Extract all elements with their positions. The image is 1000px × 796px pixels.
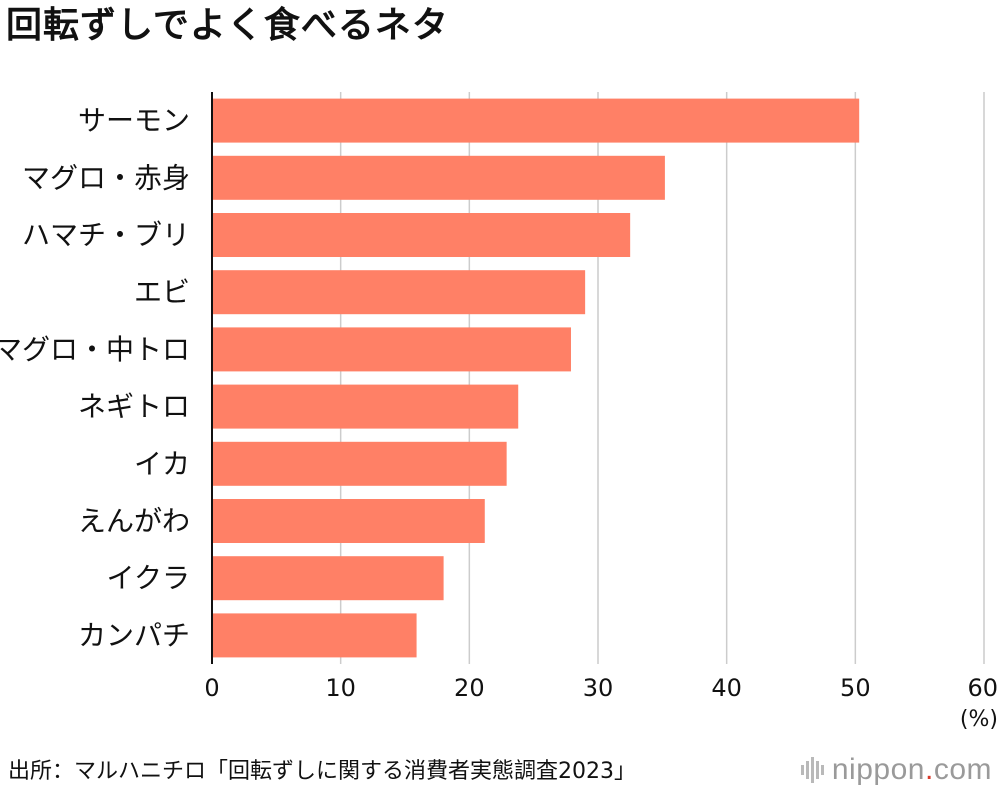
logo-text: nippon.com xyxy=(832,752,992,788)
logo-dot: . xyxy=(924,753,934,786)
bar-8 xyxy=(212,556,444,601)
bar-0 xyxy=(212,98,860,143)
bar-3 xyxy=(212,270,586,315)
logo-suffix: com xyxy=(933,753,992,786)
category-label-0: サーモン xyxy=(78,104,190,137)
x-axis-unit-label: (%) xyxy=(960,707,998,732)
logo-name: nippon xyxy=(831,753,925,786)
x-tick-label-0: 0 xyxy=(204,674,219,702)
category-label-2: ハマチ・ブリ xyxy=(22,219,190,252)
category-label-3: エビ xyxy=(134,276,190,309)
x-tick-label-20: 20 xyxy=(454,674,485,702)
bar-7 xyxy=(212,499,485,543)
category-label-7: えんがわ xyxy=(78,505,190,538)
category-label-5: ネギトロ xyxy=(78,390,190,423)
bar-4 xyxy=(212,327,571,372)
bar-2 xyxy=(212,213,631,257)
x-tick-label-30: 30 xyxy=(583,674,614,702)
chart-title: 回転ずしでよく食べるネタ xyxy=(6,5,449,46)
bar-chart: サーモンマグロ・赤身ハマチ・ブリエビマグロ・中トロネギトロイカえんがわイクラカン… xyxy=(0,92,998,732)
bar-1 xyxy=(212,155,665,200)
category-label-1: マグロ・赤身 xyxy=(22,161,190,194)
x-tick-label-50: 50 xyxy=(840,674,871,702)
category-label-9: カンパチ xyxy=(78,619,190,652)
category-label-4: マグロ・中トロ xyxy=(0,333,190,366)
source-note: 出所：マルハニチロ「回転ずしに関する消費者実態調査2023」 xyxy=(8,759,636,784)
x-tick-label-60: 60 xyxy=(967,674,998,702)
bar-9 xyxy=(212,613,417,658)
logo-bars-icon xyxy=(800,757,824,783)
bar-6 xyxy=(212,441,507,486)
nippon-logo: nippon.com xyxy=(800,752,992,788)
bar-5 xyxy=(212,384,519,429)
x-tick-label-10: 10 xyxy=(325,674,356,702)
category-label-6: イカ xyxy=(134,447,190,480)
x-tick-label-40: 40 xyxy=(711,674,742,702)
category-label-8: イクラ xyxy=(107,562,190,595)
